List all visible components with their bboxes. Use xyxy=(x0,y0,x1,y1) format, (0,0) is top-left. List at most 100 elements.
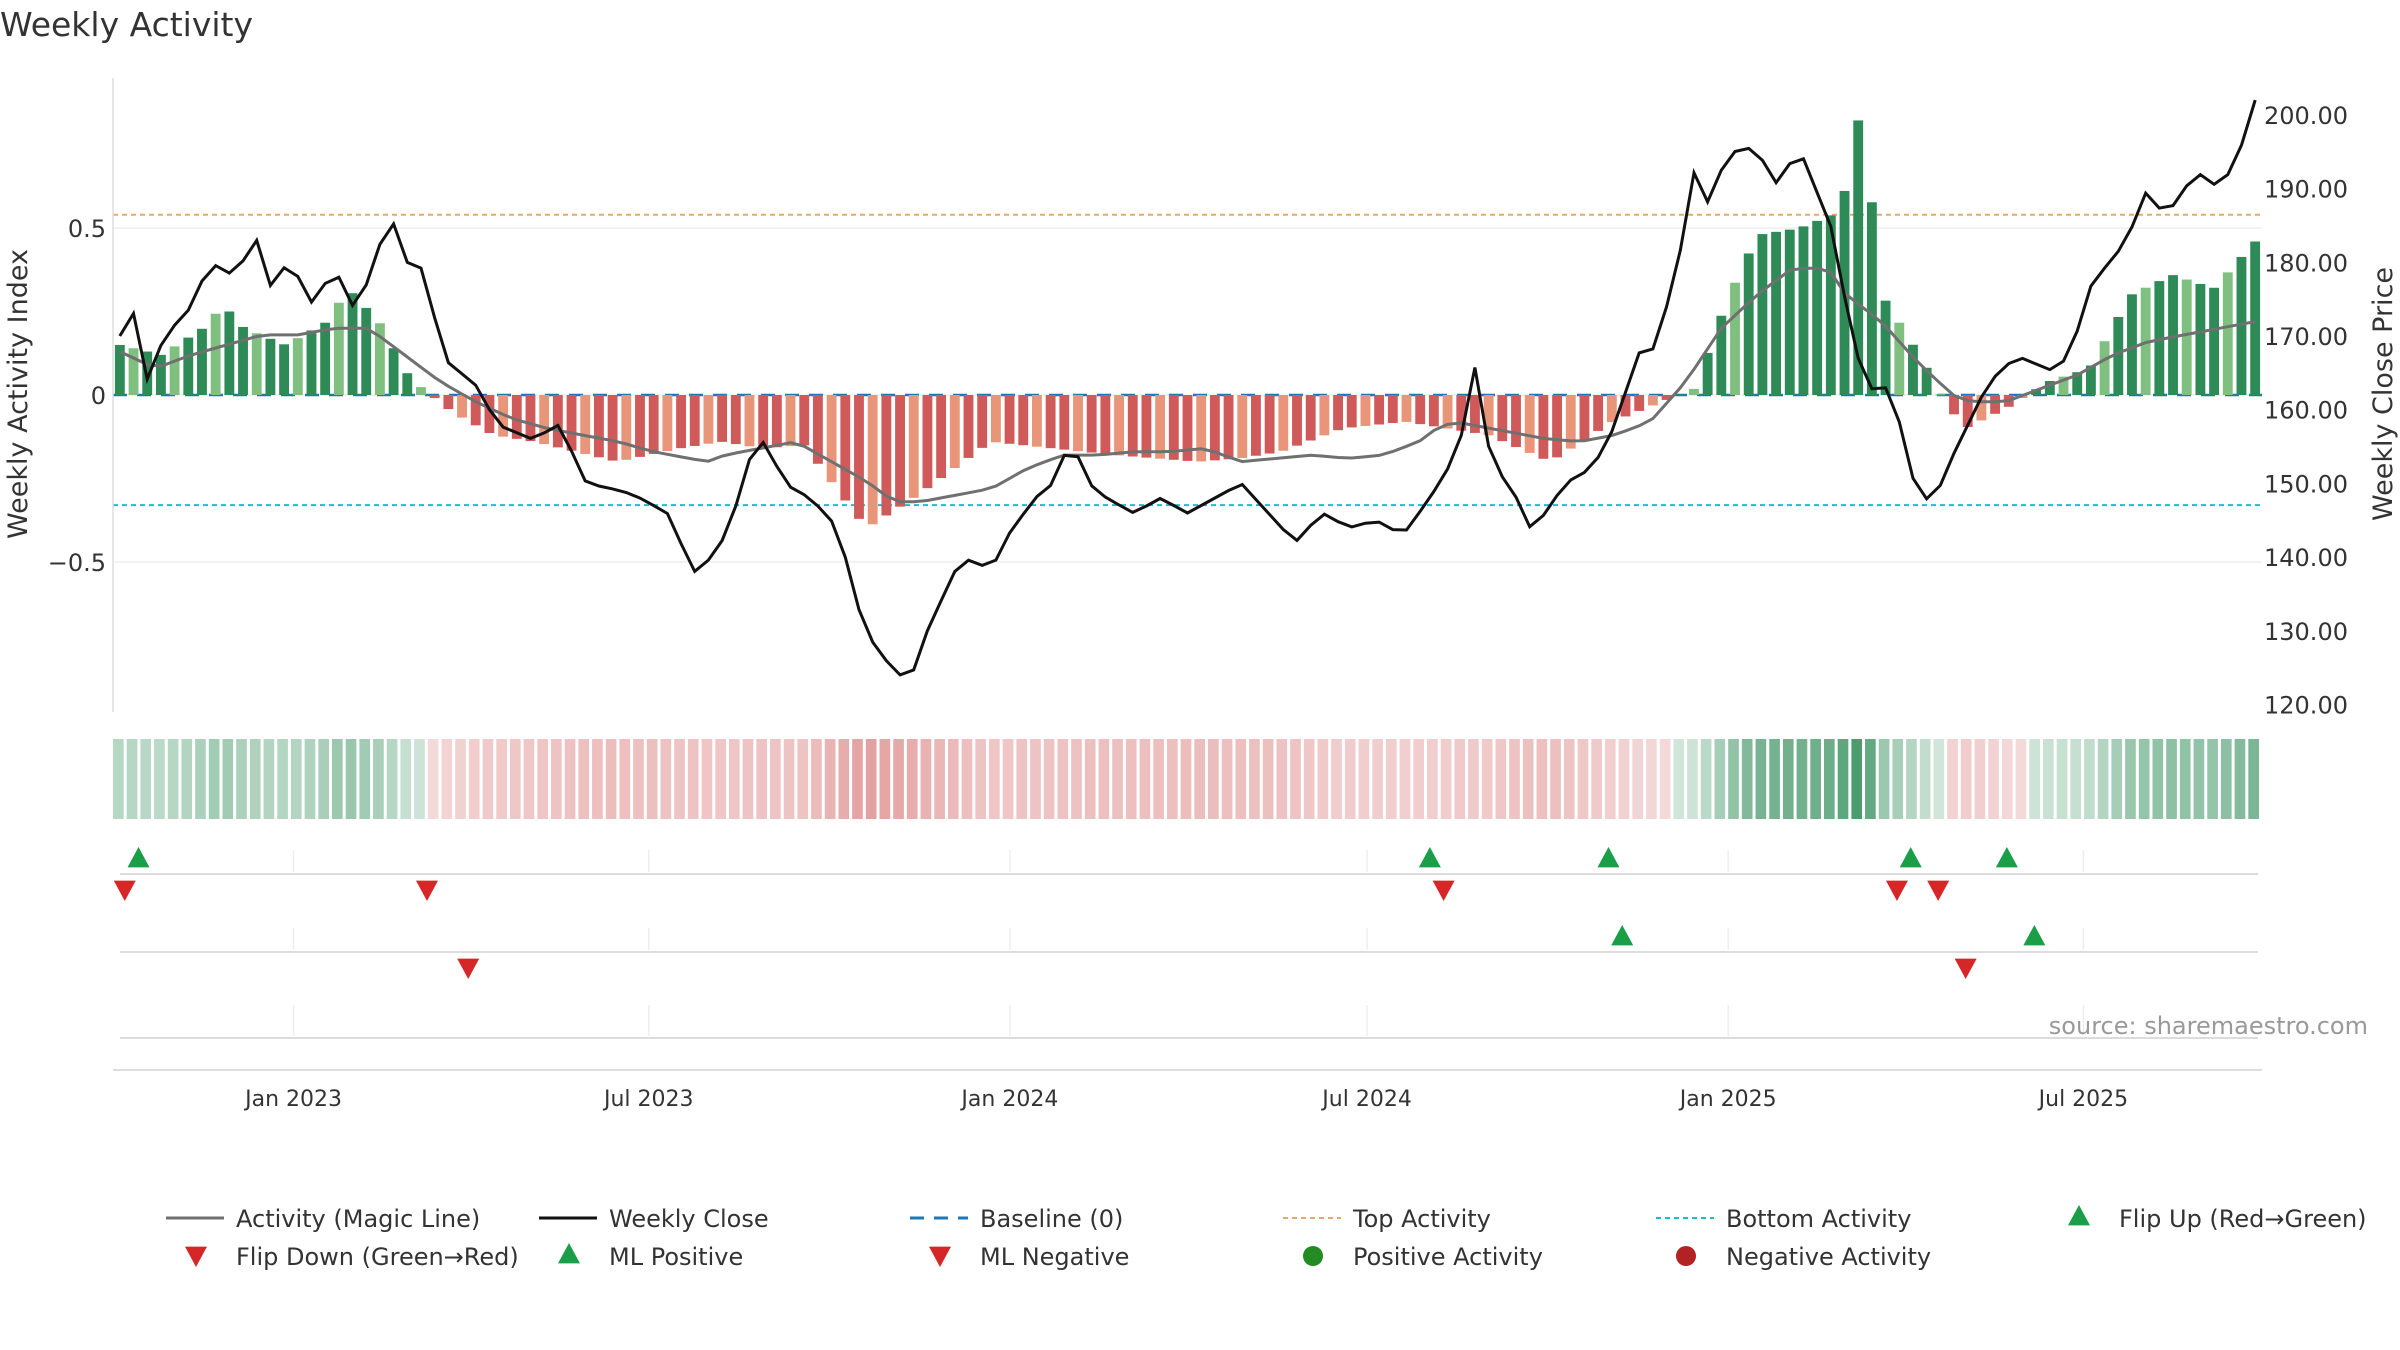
heat-cell xyxy=(455,739,466,819)
heat-cell xyxy=(838,739,850,819)
heat-cell xyxy=(1125,739,1137,819)
activity-bar xyxy=(771,395,782,448)
activity-bar xyxy=(1538,395,1549,459)
heat-cell xyxy=(1317,739,1329,819)
heat-cell xyxy=(1632,739,1644,819)
heat-cell xyxy=(865,739,877,819)
series-lines xyxy=(118,99,2257,677)
right-axis-label: Weekly Close Price xyxy=(2368,267,2399,521)
heat-cell xyxy=(249,739,261,819)
heat-cell xyxy=(824,739,836,819)
activity-bar xyxy=(1880,300,1891,395)
activity-bar xyxy=(2209,287,2220,395)
heat-cell xyxy=(1659,739,1671,819)
heat-cell xyxy=(1591,739,1602,819)
heat-cell xyxy=(400,739,412,819)
activity-bar xyxy=(1661,395,1672,400)
heat-cell xyxy=(1563,739,1575,819)
heat-cell xyxy=(1454,739,1466,819)
source-note: source: sharemaestro.com xyxy=(2049,1012,2368,1040)
activity-bar xyxy=(1223,395,1234,460)
activity-bar xyxy=(977,395,988,448)
right-tick-label: 170.00 xyxy=(2264,323,2348,351)
heat-cell xyxy=(906,739,918,819)
heat-cell xyxy=(1071,739,1082,819)
activity-bar xyxy=(1018,395,1029,446)
heat-cell xyxy=(1166,739,1178,819)
heat-cell xyxy=(2015,739,2027,819)
activity-bar xyxy=(1866,202,1877,395)
activity-bar xyxy=(1278,395,1289,451)
activity-bar xyxy=(1593,395,1604,431)
legend: Activity (Magic Line) Weekly Close Baselin… xyxy=(166,1205,2367,1271)
heat-cell xyxy=(934,739,945,819)
heat-cell xyxy=(2166,739,2177,819)
right-tick-label: 200.00 xyxy=(2264,102,2348,130)
ml-up-marker xyxy=(1611,925,1634,946)
activity-bar xyxy=(457,395,467,418)
activity-bar xyxy=(922,395,933,489)
heat-cell xyxy=(605,739,617,819)
activity-bar xyxy=(1251,395,1261,456)
heat-cell xyxy=(1153,739,1164,819)
right-tick-label: 130.00 xyxy=(2264,618,2348,646)
heat-cell xyxy=(1194,739,1206,819)
activity-bar xyxy=(1374,395,1385,425)
activity-bar xyxy=(2072,372,2083,395)
heat-cell xyxy=(1016,739,1028,819)
heat-cell xyxy=(770,739,781,819)
activity-bar xyxy=(607,395,618,461)
heat-cell xyxy=(1536,739,1548,819)
heat-cell xyxy=(2001,739,2013,819)
axes: 0.5 0 −0.5 200.00 190.00 180.00 170.00 160.00 15… xyxy=(48,78,2348,1112)
activity-bar xyxy=(1497,395,1508,442)
heat-cell xyxy=(715,739,726,819)
activity-bar xyxy=(566,395,577,451)
activity-bar xyxy=(881,395,892,516)
heat-cell xyxy=(742,739,754,819)
activity-bar xyxy=(155,354,166,395)
heat-cell xyxy=(167,739,179,819)
right-tick-label: 120.00 xyxy=(2264,692,2348,720)
activity-bar xyxy=(826,395,837,483)
heat-cell xyxy=(2207,739,2218,819)
heat-cell xyxy=(236,739,247,819)
heat-cell xyxy=(2179,739,2191,819)
x-tick-label: Jul 2023 xyxy=(602,1087,694,1112)
heat-cell xyxy=(523,739,535,819)
heat-cell xyxy=(2042,739,2054,819)
heat-cell xyxy=(1221,739,1233,819)
heat-cell xyxy=(660,739,672,819)
activity-bar xyxy=(114,344,125,395)
legend-item-baseline: Baseline (0) xyxy=(910,1205,1123,1233)
heat-cell xyxy=(1906,739,1917,819)
legend-label: Positive Activity xyxy=(1353,1243,1543,1271)
activity-bar xyxy=(867,395,878,525)
heat-cell xyxy=(852,739,863,819)
left-tick-label: 0 xyxy=(91,382,106,410)
heat-cell xyxy=(1960,739,1972,819)
heat-cell xyxy=(1974,739,1986,819)
legend-swatch xyxy=(1676,1246,1696,1266)
activity-bar xyxy=(689,395,700,446)
heat-cell xyxy=(304,739,316,819)
activity-bar xyxy=(785,395,796,447)
heat-cell xyxy=(277,739,288,819)
right-tick-label: 160.00 xyxy=(2264,397,2348,425)
heat-cell xyxy=(140,739,152,819)
heat-cell xyxy=(1782,739,1794,819)
heat-cell xyxy=(414,739,425,819)
heat-cell xyxy=(1399,739,1411,819)
activity-bar xyxy=(511,395,522,439)
x-tick-label: Jul 2025 xyxy=(2037,1087,2129,1112)
legend-item-mlpos: ML Positive xyxy=(558,1243,743,1271)
activity-bar xyxy=(2031,389,2042,395)
activity-bar xyxy=(224,311,235,395)
activity-bar xyxy=(963,395,974,458)
heat-cell xyxy=(975,739,987,819)
activity-bar xyxy=(1634,395,1645,411)
heat-cell xyxy=(1947,739,1958,819)
ml-down-marker xyxy=(1954,958,1977,979)
heat-cell xyxy=(1837,739,1849,819)
activity-bar xyxy=(1757,234,1768,395)
